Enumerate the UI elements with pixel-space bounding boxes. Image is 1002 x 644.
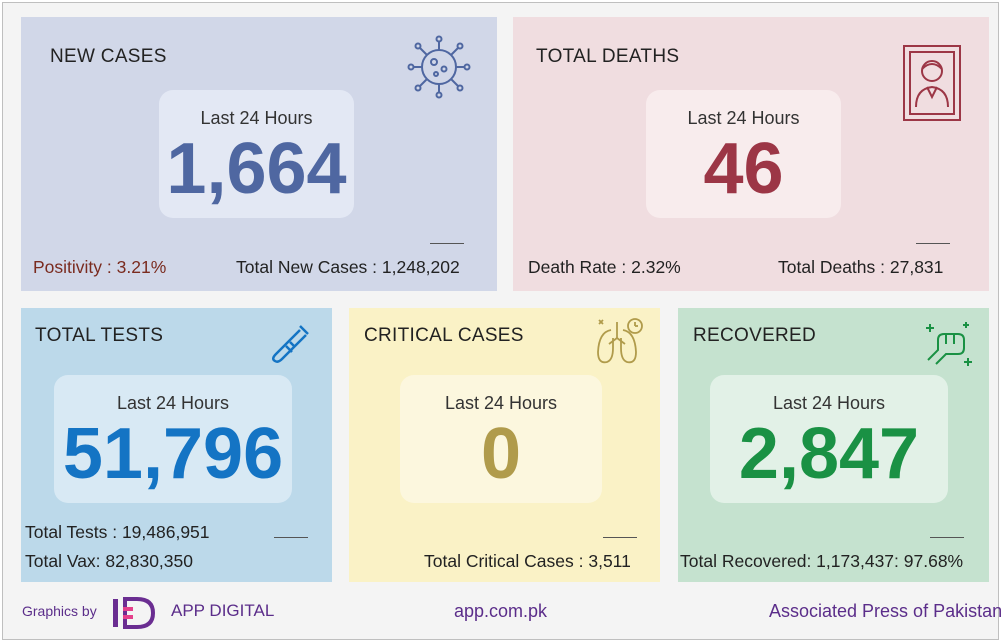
fist-icon bbox=[924, 320, 972, 373]
agency-name: Associated Press of Pakistan bbox=[769, 601, 1002, 621]
total-deaths: Total Deaths : 27,831 bbox=[778, 257, 944, 277]
total-recovered: Total Recovered: 1,173,437: 97.68% bbox=[680, 551, 964, 571]
total-tests-card: TOTAL TESTS Last 24 Hours 51,796 Total T… bbox=[21, 308, 332, 582]
website-link[interactable]: app.com.pk bbox=[454, 601, 548, 621]
positivity-rate: Positivity : 3.21% bbox=[33, 257, 167, 277]
recovered-divider bbox=[930, 537, 964, 538]
tests-box: Last 24 Hours 51,796 bbox=[54, 375, 292, 503]
recovered-box: Last 24 Hours 2,847 bbox=[710, 375, 948, 503]
total-new-cases: Total New Cases : 1,248,202 bbox=[236, 257, 460, 277]
deaths-box: Last 24 Hours 46 bbox=[646, 90, 841, 218]
critical-cases-title: CRITICAL CASES bbox=[364, 325, 524, 346]
tests-period-label: Last 24 Hours bbox=[116, 393, 230, 413]
graphics-by-label: Graphics by bbox=[22, 603, 97, 619]
critical-period-label: Last 24 Hours bbox=[444, 393, 558, 413]
total-tests: Total Tests : 19,486,951 bbox=[25, 522, 210, 542]
tests-value: 51,796 bbox=[62, 414, 284, 494]
virus-icon bbox=[407, 35, 471, 104]
new-cases-divider bbox=[430, 243, 464, 244]
critical-divider bbox=[603, 537, 637, 538]
app-digital-logo bbox=[111, 597, 159, 634]
total-tests-title: TOTAL TESTS bbox=[35, 325, 164, 346]
test-tube-icon bbox=[270, 322, 312, 369]
new-cases-box: Last 24 Hours 1,664 bbox=[159, 90, 354, 218]
total-vax: Total Vax: 82,830,350 bbox=[25, 551, 193, 571]
recovered-card: RECOVERED Last 24 Hours 2,847 Total Reco… bbox=[678, 308, 989, 582]
deaths-value: 46 bbox=[703, 129, 784, 209]
new-cases-value: 1,664 bbox=[166, 129, 347, 209]
new-cases-card: NEW CASES Last 24 Hours 1,664 Positivity… bbox=[21, 17, 497, 291]
deaths-period-label: Last 24 Hours bbox=[687, 108, 800, 128]
recovered-period-label: Last 24 Hours bbox=[772, 393, 886, 413]
tests-divider bbox=[274, 537, 308, 538]
new-cases-title: NEW CASES bbox=[50, 46, 167, 67]
total-critical-cases: Total Critical Cases : 3,511 bbox=[424, 551, 631, 571]
recovered-value: 2,847 bbox=[738, 414, 920, 494]
app-digital-brand: APP DIGITAL bbox=[171, 601, 275, 620]
total-deaths-title: TOTAL DEATHS bbox=[536, 46, 680, 67]
lungs-icon bbox=[595, 316, 645, 373]
deaths-divider bbox=[916, 243, 950, 244]
new-cases-period-label: Last 24 Hours bbox=[200, 108, 313, 128]
memorial-portrait-icon bbox=[903, 45, 961, 126]
critical-cases-card: CRITICAL CASES Last 24 Hours 0 Total Cri… bbox=[349, 308, 660, 582]
critical-value: 0 bbox=[480, 414, 522, 494]
death-rate: Death Rate : 2.32% bbox=[528, 257, 681, 277]
critical-box: Last 24 Hours 0 bbox=[400, 375, 602, 503]
total-deaths-card: TOTAL DEATHS Last 24 Hours 46 Death Rate… bbox=[513, 17, 989, 291]
recovered-title: RECOVERED bbox=[693, 325, 817, 346]
